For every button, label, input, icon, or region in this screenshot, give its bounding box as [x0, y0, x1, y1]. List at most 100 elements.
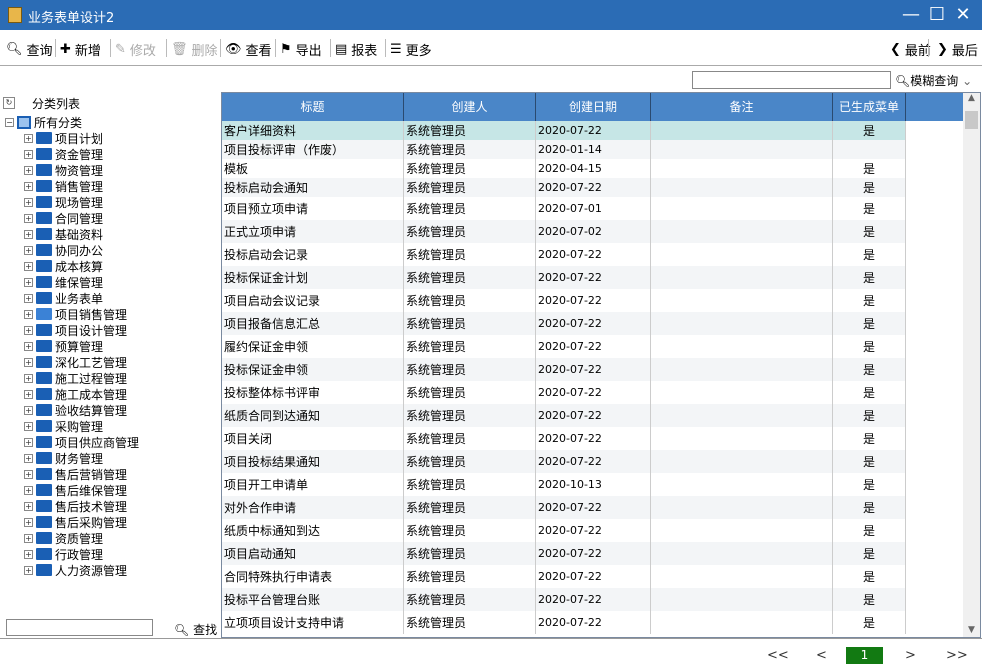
column-header[interactable]: 标题 — [222, 93, 404, 121]
table-row[interactable]: 投标启动会通知 系统管理员 2020-07-22 是 — [222, 178, 906, 197]
table-row[interactable]: 立项项目设计支持申请 系统管理员 2020-07-22 是 — [222, 611, 906, 634]
tree-item[interactable]: + 项目计划 — [24, 130, 103, 146]
table-row[interactable]: 纸质中标通知到达 系统管理员 2020-07-22 是 — [222, 519, 906, 542]
toolbar-trash-button[interactable]: 🗑︎ 删除 — [171, 40, 218, 59]
expand-icon[interactable]: + — [24, 261, 33, 271]
table-row[interactable]: 履约保证金申领 系统管理员 2020-07-22 是 — [222, 335, 906, 358]
table-row[interactable]: 投标启动会记录 系统管理员 2020-07-22 是 — [222, 243, 906, 266]
expand-icon[interactable]: + — [24, 277, 33, 287]
tree-item[interactable]: + 预算管理 — [24, 338, 103, 354]
tree-item[interactable]: + 采购管理 — [24, 418, 103, 434]
tree-item[interactable]: + 销售管理 — [24, 178, 103, 194]
expand-icon[interactable]: + — [24, 181, 33, 191]
tree-item[interactable]: + 施工成本管理 — [24, 386, 127, 402]
tree-item[interactable]: + 施工过程管理 — [24, 370, 127, 386]
column-header[interactable]: 创建日期 — [536, 93, 651, 121]
tree-item[interactable]: + 业务表单 — [24, 290, 103, 306]
close-button[interactable]: ✕ — [955, 4, 971, 25]
table-row[interactable]: 合同特殊执行申请表 系统管理员 2020-07-22 是 — [222, 565, 906, 588]
tree-item[interactable]: + 售后采购管理 — [24, 514, 127, 530]
current-page[interactable]: 1 — [846, 647, 883, 664]
chevron-double-down-icon[interactable]: ⌄ — [962, 74, 973, 88]
toolbar-plus-button[interactable]: ✚ 新增 — [60, 40, 101, 59]
expand-icon[interactable]: + — [24, 293, 33, 303]
toolbar-search-button[interactable]: 🔍︎ 查询 — [6, 40, 53, 59]
scroll-thumb[interactable] — [965, 111, 978, 129]
table-row[interactable]: 投标整体标书评审 系统管理员 2020-07-22 是 — [222, 381, 906, 404]
expand-icon[interactable]: + — [24, 565, 33, 575]
tree-find-input[interactable] — [6, 619, 153, 636]
expand-icon[interactable]: + — [24, 341, 33, 351]
table-row[interactable]: 项目投标结果通知 系统管理员 2020-07-22 是 — [222, 450, 906, 473]
expand-icon[interactable]: + — [24, 229, 33, 239]
expand-icon[interactable]: + — [24, 405, 33, 415]
toolbar-list-button[interactable]: ☰ 更多 — [390, 40, 432, 59]
tree-item[interactable]: + 基础资料 — [24, 226, 103, 242]
tree-item[interactable]: + 售后营销管理 — [24, 466, 127, 482]
tree-item[interactable]: + 现场管理 — [24, 194, 103, 210]
tree-item[interactable]: + 资质管理 — [24, 530, 103, 546]
column-header[interactable]: 已生成菜单 — [833, 93, 906, 121]
expand-icon[interactable]: + — [24, 549, 33, 559]
expand-icon[interactable]: + — [24, 453, 33, 463]
expand-icon[interactable]: + — [24, 469, 33, 479]
search-input[interactable] — [692, 71, 891, 89]
column-header[interactable]: 备注 — [651, 93, 833, 121]
table-row[interactable]: 项目启动会议记录 系统管理员 2020-07-22 是 — [222, 289, 906, 312]
tree-root[interactable]: − 所有分类 — [5, 114, 82, 130]
expand-icon[interactable]: + — [24, 165, 33, 175]
expand-icon[interactable]: + — [24, 485, 33, 495]
minimize-button[interactable]: — — [902, 4, 920, 25]
tree-item[interactable]: + 深化工艺管理 — [24, 354, 127, 370]
table-row[interactable]: 正式立项申请 系统管理员 2020-07-02 是 — [222, 220, 906, 243]
scroll-down-icon[interactable]: ▼ — [968, 625, 975, 635]
vertical-scrollbar[interactable]: ▲ ▼ — [963, 93, 980, 637]
tree-item[interactable]: + 财务管理 — [24, 450, 103, 466]
tree-item[interactable]: + 物资管理 — [24, 162, 103, 178]
table-row[interactable]: 项目投标评审（作废） 系统管理员 2020-01-14 — [222, 140, 906, 159]
next-page-link[interactable]: > — [905, 648, 916, 663]
expand-icon[interactable]: + — [24, 533, 33, 543]
tree-item[interactable]: + 售后维保管理 — [24, 482, 127, 498]
tree-item[interactable]: + 验收结算管理 — [24, 402, 127, 418]
expand-icon[interactable]: + — [24, 421, 33, 431]
table-row[interactable]: 项目关闭 系统管理员 2020-07-22 是 — [222, 427, 906, 450]
expand-icon[interactable]: + — [24, 197, 33, 207]
table-row[interactable]: 模板 系统管理员 2020-04-15 是 — [222, 159, 906, 178]
table-row[interactable]: 项目启动通知 系统管理员 2020-07-22 是 — [222, 542, 906, 565]
toolbar-export-button[interactable]: ⚑ 导出 — [280, 40, 322, 59]
refresh-icon[interactable]: ↻ — [3, 97, 15, 109]
toolbar-report-button[interactable]: ▤ 报表 — [335, 40, 377, 59]
table-row[interactable]: 项目报备信息汇总 系统管理员 2020-07-22 是 — [222, 312, 906, 335]
expand-icon[interactable]: + — [24, 213, 33, 223]
expand-icon[interactable]: + — [24, 517, 33, 527]
fuzzy-search-button[interactable]: 🔍︎模糊查询 ⌄ — [895, 72, 972, 89]
tree-item[interactable]: + 人力资源管理 — [24, 562, 127, 578]
expand-icon[interactable]: + — [24, 133, 33, 143]
expand-icon[interactable]: + — [24, 437, 33, 447]
scroll-up-icon[interactable]: ▲ — [968, 93, 975, 103]
tree-item[interactable]: + 项目供应商管理 — [24, 434, 139, 450]
tree-item[interactable]: + 行政管理 — [24, 546, 103, 562]
table-row[interactable]: 项目预立项申请 系统管理员 2020-07-01 是 — [222, 197, 906, 220]
last-page-button[interactable]: ❯ 最后 — [937, 40, 978, 59]
tree-item[interactable]: + 资金管理 — [24, 146, 103, 162]
first-page-link[interactable]: << — [767, 648, 789, 663]
expand-icon[interactable]: + — [24, 389, 33, 399]
tree-item[interactable]: + 协同办公 — [24, 242, 103, 258]
expand-icon[interactable]: + — [24, 309, 33, 319]
toolbar-eye-button[interactable]: 👁︎ 查看 — [225, 40, 272, 59]
tree-item[interactable]: + 项目设计管理 — [24, 322, 127, 338]
expand-icon[interactable]: + — [24, 149, 33, 159]
last-page-link[interactable]: >> — [946, 648, 968, 663]
expand-icon[interactable]: + — [24, 501, 33, 511]
expand-icon[interactable]: + — [24, 357, 33, 367]
table-row[interactable]: 纸质合同到达通知 系统管理员 2020-07-22 是 — [222, 404, 906, 427]
prev-page-link[interactable]: < — [816, 648, 827, 663]
first-page-button[interactable]: ❮ 最前 — [890, 40, 931, 59]
table-row[interactable]: 客户详细资料 系统管理员 2020-07-22 是 — [222, 121, 906, 140]
table-row[interactable]: 投标保证金计划 系统管理员 2020-07-22 是 — [222, 266, 906, 289]
collapse-icon[interactable]: − — [5, 117, 14, 127]
table-row[interactable]: 投标保证金申领 系统管理员 2020-07-22 是 — [222, 358, 906, 381]
tree-item[interactable]: + 合同管理 — [24, 210, 103, 226]
